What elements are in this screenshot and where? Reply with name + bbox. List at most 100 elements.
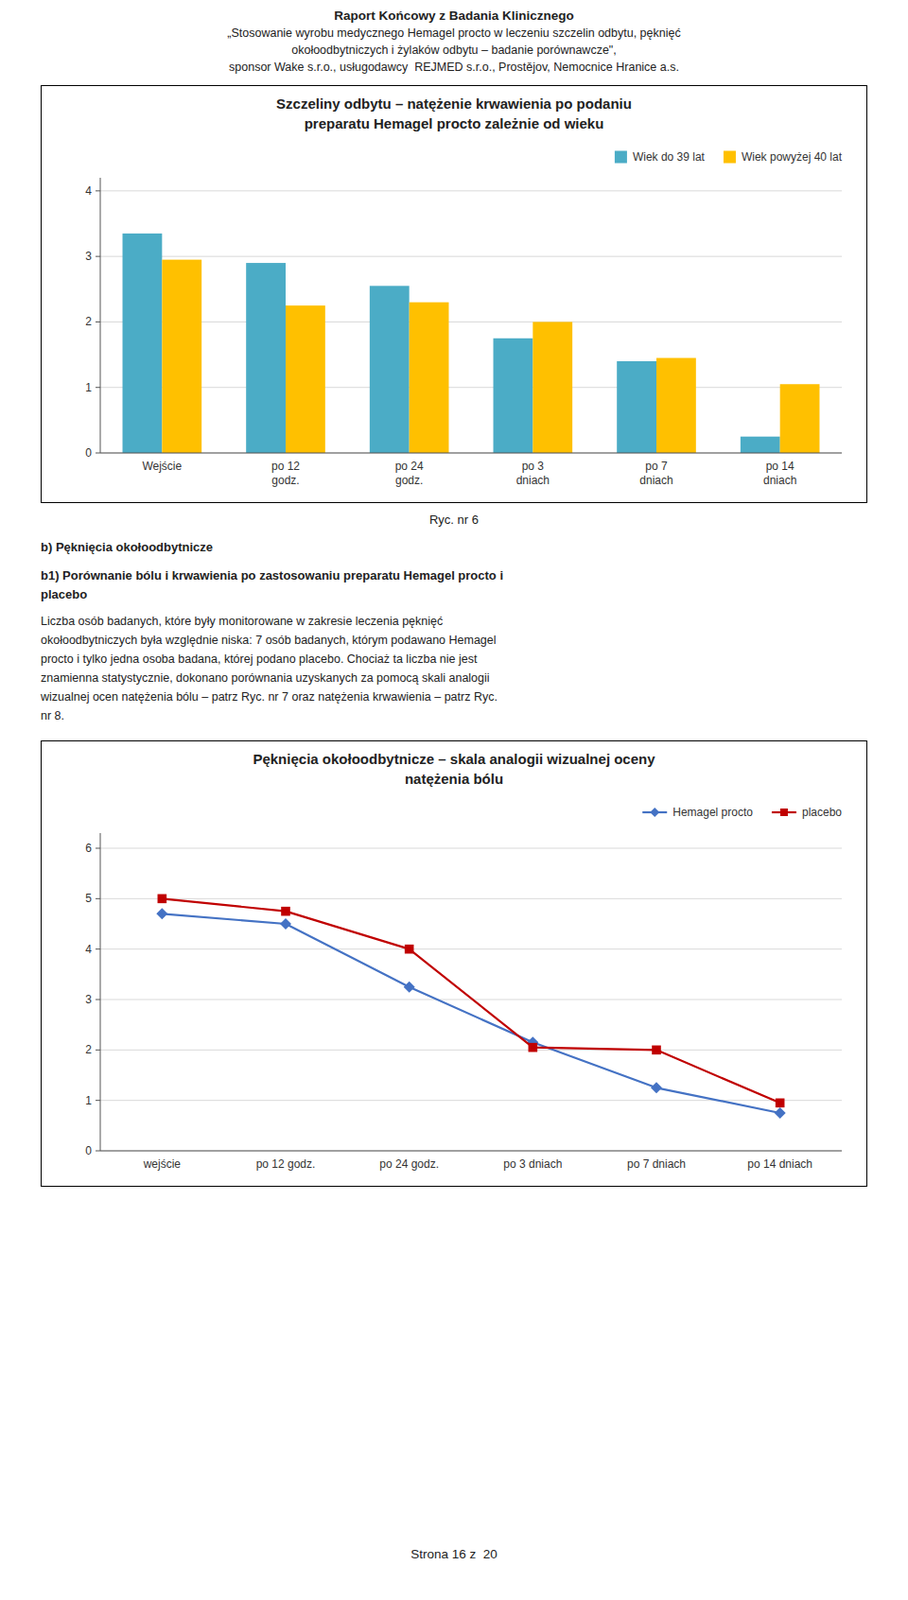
tick-mark (95, 999, 101, 1001)
section-heading: b1) Porównanie bólu i krwawienia po zast… (40, 566, 868, 586)
tick-mark (95, 190, 101, 192)
tick-mark (95, 1049, 101, 1051)
figure-caption: Ryc. nr 6 (40, 512, 868, 527)
tick-mark (95, 948, 101, 950)
y-tick-label: 4 (85, 184, 92, 198)
x-tick-label-line: po 12 (271, 459, 300, 473)
y-axis-line (100, 177, 102, 454)
chart-svg: Szczeliny odbytu – natężenie krwawienia … (41, 86, 867, 503)
header-line: Raport Końcowy z Badania Klinicznego (40, 7, 868, 25)
tick-mark (95, 848, 101, 850)
x-tick-label-line: dniach (516, 473, 550, 488)
y-tick-label: 1 (85, 1094, 92, 1108)
y-tick-label: 2 (85, 1043, 92, 1057)
footer: Strona 16 z 20 (0, 1547, 908, 1562)
x-axis: wejście po 12 godz. po 24 godz. po 3 dniach… (142, 1157, 813, 1171)
x-tick-label-line: po 3 dniach (503, 1157, 562, 1171)
grid-line (100, 948, 842, 950)
x-tick-label: po 14 dniach (747, 1157, 813, 1171)
legend-item: Hemagel procto (642, 805, 753, 820)
y-axis: 01234 (85, 184, 842, 460)
y-tick-label: 4 (85, 942, 92, 957)
marker-diamond (403, 981, 416, 994)
y-tick-label: 0 (85, 1144, 92, 1158)
grid-line (100, 1100, 842, 1101)
x-tick-label-line: po 7 (645, 459, 668, 473)
bar (409, 302, 450, 454)
page-content: Raport Końcowy z Badania Klinicznego„Sto… (40, 0, 868, 1188)
x-tick-label: po 7dniach (639, 459, 673, 488)
body-text: Liczba osób badanych, które były monitor… (40, 611, 868, 726)
x-axis: Wejściepo 12godz.po 24godz.po 3dniachpo … (141, 459, 797, 488)
grid-line (100, 848, 842, 850)
x-tick-label-line: po 7 dniach (627, 1157, 686, 1171)
x-tick-label-line: po 14 dniach (747, 1157, 813, 1171)
section-heading: b) Pęknięcia okołoodbytnicze (40, 538, 868, 558)
header-line: sponsor Wake s.r.o., usługodawcy REJMED … (40, 58, 868, 76)
chart-svg: Pęknięcia okołoodbytnicze – skala analog… (41, 741, 867, 1187)
chart-title: Pęknięcia okołoodbytnicze – skala analog… (252, 750, 656, 768)
y-tick-label: 3 (85, 249, 92, 263)
line (161, 898, 780, 1103)
marker-diamond (774, 1107, 786, 1119)
body-line: nr 8. (40, 706, 868, 726)
legend-swatch-marker (780, 808, 788, 817)
line (161, 913, 780, 1114)
y-tick-label: 0 (85, 446, 92, 460)
x-tick-label-line: po 3 (522, 459, 545, 473)
legend: placebo Hemagel procto (642, 805, 842, 820)
y-tick-label: 6 (85, 841, 92, 856)
legend-swatch (614, 151, 628, 164)
legend-item: Wiek do 39 lat (614, 150, 706, 164)
chart-title: natężenia bólu (404, 770, 504, 787)
grid-line (100, 898, 842, 900)
chart-box: Pęknięcia okołoodbytnicze – skala analog… (40, 740, 868, 1188)
bar (369, 285, 410, 454)
header: Raport Końcowy z Badania Klinicznego„Sto… (40, 0, 868, 76)
grid-line (100, 386, 842, 388)
legend-label: placebo (802, 805, 842, 820)
marks (122, 233, 821, 454)
legend: Wiek powyżej 40 lat Wiek do 39 lat (614, 150, 843, 164)
legend-label: Wiek powyżej 40 lat (741, 150, 843, 164)
y-axis-line (100, 833, 102, 1152)
bar (493, 338, 534, 454)
bar (656, 358, 697, 454)
marker-diamond (156, 908, 168, 920)
legend-item: placebo (771, 805, 842, 820)
x-tick-label: po 24 godz. (379, 1157, 439, 1171)
grid-line (100, 190, 842, 192)
bar (616, 361, 657, 454)
x-tick-label-line: godz. (271, 473, 299, 488)
body-line: Liczba osób badanych, które były monitor… (40, 611, 868, 631)
chart-title: Szczeliny odbytu – natężenie krwawienia … (276, 95, 632, 112)
tick-mark (95, 1100, 101, 1101)
y-tick-label: 2 (85, 314, 92, 329)
body-line: wizualnej ocen natężenia bólu – patrz Ry… (40, 687, 868, 707)
bar (245, 262, 286, 454)
tick-mark (95, 898, 101, 900)
body-line: znamienna statystycznie, dokonano porówn… (40, 668, 868, 688)
x-tick-label-line: godz. (395, 473, 423, 488)
chart-box: Szczeliny odbytu – natężenie krwawienia … (40, 85, 868, 504)
x-tick-label: Wejście (141, 459, 182, 473)
marker-diamond (650, 1082, 663, 1094)
marks (156, 894, 786, 1119)
x-tick-label-line: wejście (142, 1157, 182, 1171)
bar (122, 233, 163, 454)
grid-line (100, 256, 842, 258)
x-tick-label-line: po 14 (766, 459, 795, 473)
marker-square (775, 1099, 786, 1109)
tick-mark (95, 386, 101, 388)
tick-mark (95, 256, 101, 258)
x-tick-label: po 14dniach (763, 459, 797, 488)
header-line: „Stosowanie wyrobu medycznego Hemagel pr… (40, 24, 868, 42)
x-tick-label: po 3dniach (516, 459, 550, 488)
x-axis-line (100, 453, 842, 454)
bar (161, 260, 202, 454)
x-tick-label: po 24godz. (395, 459, 424, 488)
y-axis: 0123456 (85, 841, 842, 1158)
x-tick-label-line: Wejście (141, 459, 182, 473)
x-tick-label-line: po 12 godz. (256, 1157, 316, 1171)
marker-square (651, 1046, 662, 1056)
